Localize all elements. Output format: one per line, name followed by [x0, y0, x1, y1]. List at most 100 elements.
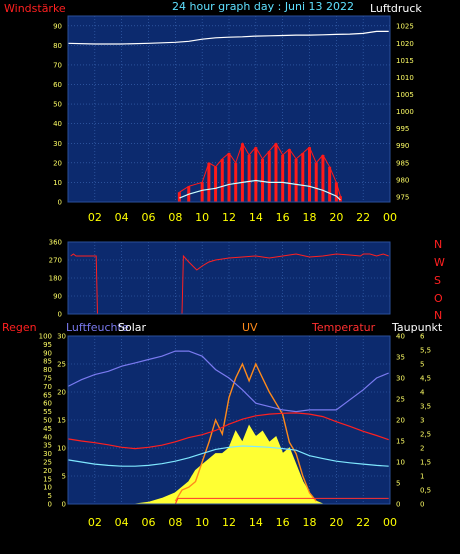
wind-tick-label: 0 [58, 199, 62, 207]
rain-tick-label: 20 [57, 389, 66, 397]
time-tick-label: 20 [329, 516, 343, 529]
time-tick-label: 14 [249, 211, 263, 224]
pressure-tick-label: 985 [396, 159, 409, 167]
wind-gust-line [179, 142, 341, 197]
uv-tick-label: 0,5 [420, 487, 431, 495]
humidity-tick-label: 90 [43, 349, 52, 357]
time-tick-label: 14 [249, 516, 263, 529]
wind-tick-label: 80 [53, 42, 62, 50]
time-tick-label: 02 [88, 211, 102, 224]
direction-tick-label: 0 [58, 311, 62, 319]
direction-tick-label: 180 [49, 275, 62, 283]
uv-tick-label: 3 [420, 417, 424, 425]
temperature-tick-label: 35 [396, 354, 405, 362]
temperature-tick-label: 5 [396, 480, 400, 488]
direction-label-o: O [434, 292, 443, 305]
time-tick-label: 02 [88, 516, 102, 529]
humidity-tick-label: 35 [43, 442, 52, 450]
wind-tick-label: 30 [53, 140, 62, 148]
time-tick-label: 06 [142, 516, 156, 529]
humidity-tick-label: 30 [43, 450, 52, 458]
legend-luftfeuchte: Luftfeuchte [66, 321, 129, 334]
uv-tick-label: 4 [420, 389, 425, 397]
temperature-tick-label: 25 [396, 396, 405, 404]
uv-tick-label: 5,5 [420, 347, 431, 355]
humidity-tick-label: 40 [43, 433, 52, 441]
temperature-tick-label: 20 [396, 417, 405, 425]
direction-tick-label: 90 [53, 293, 62, 301]
time-tick-label: 06 [142, 211, 156, 224]
rain-tick-label: 10 [57, 445, 66, 453]
direction-tick-label: 360 [49, 239, 62, 247]
rain-tick-label: 15 [57, 417, 66, 425]
wind-direction-line [70, 253, 389, 315]
pressure-line [67, 30, 389, 45]
time-tick-label: 18 [303, 516, 317, 529]
wind-tick-label: 10 [53, 179, 62, 187]
humidity-tick-label: 0 [48, 501, 52, 509]
temperature-tick-label: 15 [396, 438, 405, 446]
humidity-tick-label: 25 [43, 459, 52, 467]
temperature-tick-label: 40 [396, 333, 405, 341]
pressure-tick-label: 1015 [396, 57, 414, 65]
humidity-tick-label: 55 [43, 408, 52, 416]
direction-label-n-top: N [434, 238, 442, 251]
wind-tick-label: 60 [53, 81, 62, 89]
wind-tick-label: 90 [53, 22, 62, 30]
panel-border [67, 241, 391, 315]
legend-regen: Regen [2, 321, 37, 334]
time-tick-label: 12 [222, 211, 236, 224]
time-tick-label: 12 [222, 516, 236, 529]
time-tick-label: 00 [383, 516, 397, 529]
pressure-tick-label: 995 [396, 125, 409, 133]
direction-label-w: W [434, 256, 445, 269]
wind-tick-label: 20 [53, 159, 62, 167]
pressure-tick-label: 990 [396, 142, 409, 150]
wind-tick-label: 70 [53, 61, 62, 69]
direction-label-s: S [434, 274, 441, 287]
rain-tick-label: 30 [57, 333, 66, 341]
humidity-tick-label: 15 [43, 475, 52, 483]
uv-tick-label: 1 [420, 473, 424, 481]
humidity-tick-label: 45 [43, 425, 52, 433]
humidity-tick-label: 50 [43, 417, 52, 425]
pressure-axis-title: Luftdruck [370, 2, 422, 15]
wind-tick-label: 40 [53, 120, 62, 128]
humidity-tick-label: 10 [43, 484, 52, 492]
humidity-tick-label: 100 [39, 333, 52, 341]
legend-uv: UV [242, 321, 258, 334]
time-tick-label: 18 [303, 211, 317, 224]
humidity-tick-label: 75 [43, 375, 52, 383]
time-tick-label: 22 [356, 211, 370, 224]
uv-tick-label: 5 [420, 361, 424, 369]
time-tick-label: 10 [195, 516, 209, 529]
temperature-tick-label: 0 [396, 501, 400, 509]
direction-label-n-bottom: N [434, 309, 442, 322]
humidity-line [67, 350, 389, 413]
uv-tick-label: 1,5 [420, 459, 431, 467]
time-tick-label: 16 [276, 516, 290, 529]
pressure-tick-label: 975 [396, 193, 409, 201]
legend-temperatur: Temperatur [311, 321, 376, 334]
uv-tick-label: 2,5 [420, 431, 431, 439]
humidity-tick-label: 70 [43, 383, 52, 391]
uv-tick-label: 2 [420, 445, 424, 453]
pressure-tick-label: 1025 [396, 23, 414, 31]
direction-tick-label: 270 [49, 257, 62, 265]
time-tick-label: 00 [383, 211, 397, 224]
temperature-tick-label: 10 [396, 459, 405, 467]
uv-tick-label: 6 [420, 333, 425, 341]
wind-axis-title: Windstärke [4, 2, 66, 15]
humidity-tick-label: 80 [43, 366, 52, 374]
humidity-tick-label: 60 [43, 400, 52, 408]
rain-tick-label: 25 [57, 361, 66, 369]
chart-title: 24 hour graph day : Juni 13 2022 [172, 0, 354, 13]
time-tick-label: 08 [168, 516, 182, 529]
wind-speed-line [179, 179, 341, 201]
solar-area [135, 424, 324, 505]
pressure-tick-label: 1005 [396, 91, 414, 99]
time-tick-label: 22 [356, 516, 370, 529]
panel-border [67, 335, 391, 505]
humidity-tick-label: 20 [43, 467, 52, 475]
